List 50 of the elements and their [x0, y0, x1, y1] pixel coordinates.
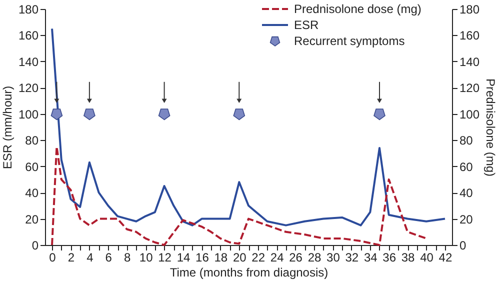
x-tick-label: 12: [158, 250, 172, 264]
y-tick-label: 20: [25, 212, 39, 226]
y-axis-title: ESR (mm/hour): [0, 86, 14, 170]
y-tick-label: 180: [18, 2, 39, 16]
y-tick-label: 120: [18, 81, 39, 96]
x-tick-label: 4: [86, 250, 94, 264]
y2-axis-title: Prednisolone (mg): [484, 78, 498, 177]
x-tick-label: 22: [252, 250, 266, 264]
y2-tick-label: 180: [460, 2, 480, 16]
line-series: [51, 28, 446, 226]
legend-label: ESR: [294, 18, 320, 32]
y2-tick-label: 80: [460, 134, 474, 148]
x-tick-label: 36: [382, 250, 396, 264]
legend-label: Recurrent symptoms: [294, 34, 405, 48]
x-tick-label: 14: [176, 250, 190, 264]
x-tick-label: 30: [326, 250, 340, 264]
x-tick-label: 16: [196, 250, 210, 264]
x-tick-label: 6: [105, 250, 112, 264]
x-axis-title: Time (months from diagnosis): [170, 266, 328, 280]
line-series: [51, 146, 428, 246]
y-tick-label: 100: [18, 107, 39, 122]
x-tick-label: 8: [124, 250, 132, 264]
y2-tick-label: 0: [460, 238, 466, 252]
y-tick-label: 40: [25, 186, 39, 200]
x-tick-label: 28: [308, 250, 322, 264]
x-tick-label: 24: [270, 250, 284, 264]
y2-tick-label: 120: [460, 81, 480, 96]
x-tick-label: 2: [68, 250, 75, 264]
y-tick-label: 140: [18, 54, 39, 69]
x-tick-label: 20: [232, 250, 247, 264]
x-tick-label: 40: [420, 250, 434, 264]
x-tick-label: 18: [214, 250, 228, 264]
x-tick-label: 0: [49, 250, 56, 264]
y-tick-label: 80: [25, 134, 39, 148]
x-tick-label: 38: [401, 250, 416, 264]
y2-tick-label: 40: [460, 186, 474, 200]
x-tick-label: 34: [364, 250, 378, 264]
y-tick-label: 160: [18, 28, 39, 43]
y2-tick-label: 100: [460, 107, 480, 122]
y-tick-label: 0: [32, 238, 39, 252]
y2-tick-label: 160: [460, 28, 480, 43]
x-tick-label: 32: [345, 250, 359, 264]
legend-label: Prednisolone dose (mg): [294, 2, 422, 16]
x-tick-label: 26: [289, 250, 303, 264]
x-tick-label: 10: [139, 250, 154, 264]
y2-tick-label: 20: [460, 212, 474, 226]
y-tick-label: 60: [25, 160, 39, 174]
x-tick-label: 42: [438, 250, 452, 264]
y2-tick-label: 60: [460, 160, 474, 174]
y2-tick-label: 140: [460, 54, 480, 69]
